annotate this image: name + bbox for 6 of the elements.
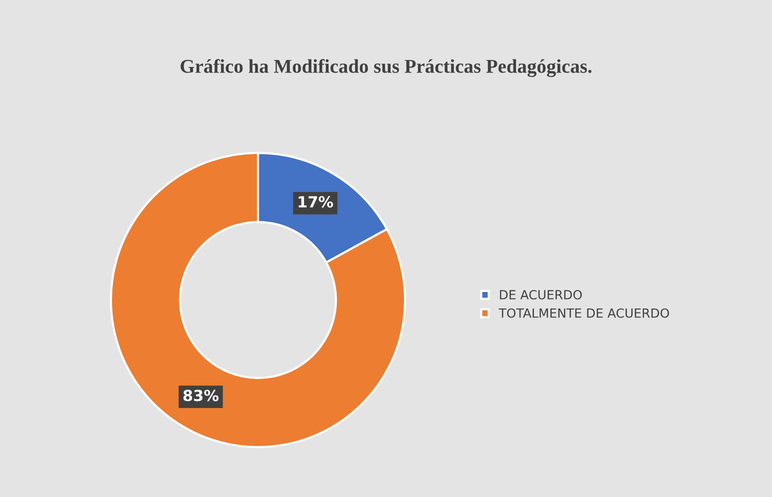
legend-label: DE ACUERDO (500, 290, 582, 300)
chart-title: Gráfico ha Modificado sus Prácticas Pedagógicas. (180, 59, 592, 77)
data-label: 83% (183, 390, 219, 402)
donut-slice (110, 152, 406, 448)
data-label: 17% (298, 196, 334, 208)
legend-label: TOTALMENTE DE ACUERDO (498, 308, 669, 318)
